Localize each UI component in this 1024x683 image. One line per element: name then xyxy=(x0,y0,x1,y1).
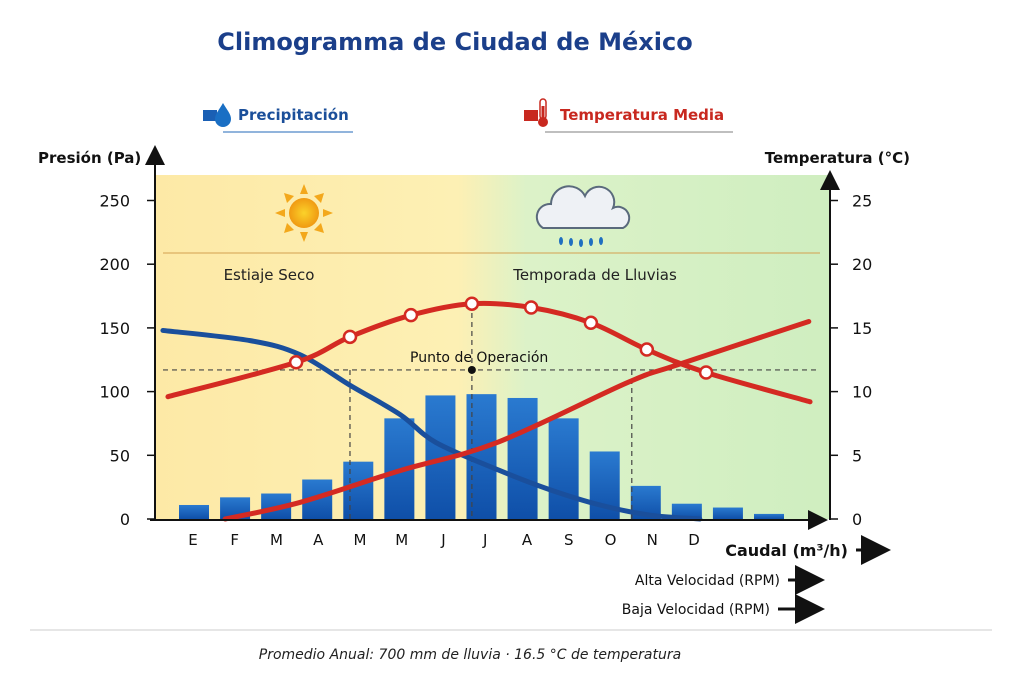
chart-title: Climogramma de Ciudad de México xyxy=(217,28,692,56)
y-left-tick-label: 200 xyxy=(99,255,130,274)
precipitation-bar xyxy=(179,504,209,519)
operating-point xyxy=(467,365,476,374)
x-tick-label: M xyxy=(354,531,367,549)
precipitation-bar xyxy=(507,397,538,519)
x-tick-label: F xyxy=(230,531,239,549)
legend: Precipitación Temperatura Media xyxy=(203,98,733,133)
temperature-marker xyxy=(464,296,480,311)
y-right-label: Temperatura (°C) xyxy=(765,149,910,167)
temperature-marker xyxy=(403,307,419,323)
rain-cloud-icon xyxy=(535,185,631,247)
y-right-tick-label: 5 xyxy=(852,446,862,465)
y-right-tick-label: 0 xyxy=(852,510,862,529)
x-tick-label: N xyxy=(647,531,658,549)
y-left-tick-label: 250 xyxy=(99,192,130,211)
temperature-marker xyxy=(342,329,358,345)
footer-summary: Promedio Anual: 700 mm de lluvia · 16.5 … xyxy=(259,647,681,663)
x-label-high-speed: Alta Velocidad (RPM) xyxy=(635,573,780,589)
y-right-tick-label: 25 xyxy=(852,192,872,211)
y-left-label: Presión (Pa) xyxy=(38,149,141,167)
y-right-tick-label: 20 xyxy=(852,255,872,274)
y-right-tick-label: 15 xyxy=(852,319,872,338)
temperature-line xyxy=(165,300,813,405)
region-label-rainy: Temporada de Lluvias xyxy=(512,266,677,284)
legend-temperature: Temperatura Media xyxy=(560,106,724,124)
x-tick-label: O xyxy=(605,531,617,549)
x-tick-label: M xyxy=(395,531,408,549)
x-tick-label: M xyxy=(270,531,283,549)
precipitation-bar xyxy=(754,513,784,519)
pressure-curve xyxy=(160,327,703,522)
sun-icon xyxy=(275,184,333,242)
y-left-tick-label: 150 xyxy=(99,319,130,338)
x-tick-label: A xyxy=(313,531,324,549)
region-label-dry: Estiaje Seco xyxy=(224,266,315,284)
legend-precipitation: Precipitación xyxy=(238,106,349,124)
water-drop-icon xyxy=(203,103,231,127)
x-label-caudal: Caudal (m³/h) xyxy=(725,541,848,560)
x-tick-label: A xyxy=(522,531,533,549)
temperature-marker xyxy=(639,342,655,357)
x-tick-label: S xyxy=(564,531,574,549)
temperature-marker xyxy=(698,365,714,380)
x-tick-label: J xyxy=(440,531,445,549)
x-label-low-speed: Baja Velocidad (RPM) xyxy=(622,602,770,618)
thermometer-icon xyxy=(524,98,548,127)
y-left-tick-label: 0 xyxy=(120,510,130,529)
operating-point-label: Punto de Operación xyxy=(410,350,548,366)
x-tick-label: D xyxy=(688,531,700,549)
precipitation-bar xyxy=(671,503,702,519)
y-left-tick-label: 50 xyxy=(110,446,130,465)
temperature-marker xyxy=(523,300,539,315)
x-tick-label: E xyxy=(188,531,197,549)
y-right-tick-label: 10 xyxy=(852,383,872,402)
y-left-tick-label: 100 xyxy=(99,383,130,402)
precipitation-bar xyxy=(548,418,579,519)
temperature-marker xyxy=(288,355,304,370)
x-tick-label: J xyxy=(482,531,487,549)
precipitation-bar xyxy=(343,461,374,519)
temperature-marker xyxy=(583,315,599,331)
precipitation-bar xyxy=(712,507,743,519)
